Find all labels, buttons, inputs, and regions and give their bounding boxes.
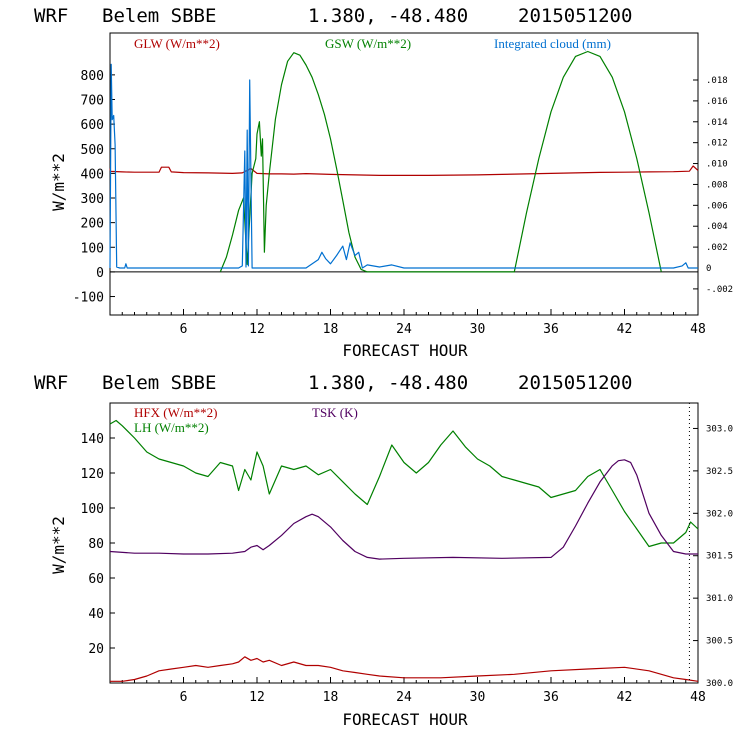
panel-1-y2-tick-label: .018 [706, 76, 728, 86]
panel-1-y2-tick-label: -.002 [706, 285, 733, 295]
panel-2-title-date: 2015051200 [518, 372, 632, 394]
panel-2-series-tsk-line [109, 459, 698, 560]
panel-2-y-tick-label: 20 [88, 642, 104, 657]
panel-2-x-tick-label: 12 [249, 690, 265, 705]
panel-1-x-tick-label: 24 [396, 322, 412, 337]
panel-2-series-hfx-line [110, 656, 699, 682]
panel-2-frame [109, 402, 699, 684]
panel-1-y-tick-label: 500 [81, 143, 104, 158]
panel-1-y-tick-label: 700 [81, 93, 104, 108]
panel-1-x-tick-label: 18 [323, 322, 339, 337]
panel-1-y2-tick-label: .002 [706, 243, 728, 253]
panel-2-y2-tick-label: 303.0 [706, 424, 733, 434]
panel-2-y-tick-label: 60 [88, 572, 104, 587]
panel-1-y-tick-label: 0 [96, 266, 104, 281]
panel-2-x-axis-ticks: 6 12 18 24 30 36 42 48 [121, 677, 706, 705]
panel-1-legend-glw: GLW (W/m**2) [134, 36, 220, 51]
panel-2-title-model: WRF [34, 372, 68, 394]
panel-1-x-tick-label: 30 [470, 322, 486, 337]
panel-2-y2-tick-label: 302.0 [706, 509, 733, 519]
panel-1-plot-area [109, 32, 699, 316]
panel-2-title-station: Belem SBBE [102, 372, 216, 394]
panel-1-x-tick-label: 36 [543, 322, 559, 337]
panel-1-x-tick-label: 6 [180, 322, 188, 337]
panel-1: WRF Belem SBBE 1.380, -48.480 2015051200… [34, 5, 733, 360]
panel-1-y2-tick-label: .016 [706, 97, 728, 107]
panel-1-series-gsw-line [219, 50, 662, 273]
panel-1-y-axis-ticks: -100 0 100 200 300 400 500 600 700 800 [73, 69, 115, 306]
panel-1-y-axis-label: W/m**2 [49, 153, 68, 211]
panel-2-y-axis-label: W/m**2 [49, 516, 68, 574]
panel-2-x-tick-label: 48 [690, 690, 706, 705]
panel-1-y2-axis-ticks: -.002 0 .002 .004 .006 .008 .010 .012 .014 .016 .0… [693, 76, 733, 295]
panel-1-legend-gsw: GSW (W/m**2) [325, 36, 411, 51]
panel-1-frame [109, 32, 699, 316]
panel-2-title-coords: 1.380, -48.480 [308, 372, 468, 394]
panel-2-legend-hfx: HFX (W/m**2) [134, 405, 217, 420]
panel-2-y2-tick-label: 300.0 [706, 679, 733, 689]
panel-2-x-tick-label: 36 [543, 690, 559, 705]
panel-1-y2-tick-label: .012 [706, 139, 728, 149]
panel-2-y-tick-label: 100 [81, 502, 104, 517]
panel-1-y-tick-label: 400 [81, 167, 104, 182]
panel-2-series-lh-line [109, 419, 699, 548]
panel-2-y2-tick-label: 301.5 [706, 552, 733, 562]
panel-1-x-axis-label: FORECAST HOUR [342, 341, 468, 360]
panel-1-y2-tick-label: .014 [706, 118, 728, 128]
panel-2-x-tick-label: 42 [617, 690, 633, 705]
panel-2-y-tick-label: 120 [81, 467, 104, 482]
panel-1-y-tick-label: 100 [81, 241, 104, 256]
panel-2-y-axis-ticks: 20 40 60 80 100 120 140 [81, 432, 115, 657]
panel-1-y2-tick-label: 0 [706, 264, 711, 274]
panel-1-y-tick-label: 300 [81, 192, 104, 207]
panel-1-y-tick-label: -100 [73, 291, 104, 306]
panel-2-x-tick-label: 24 [396, 690, 412, 705]
panel-1-title-date: 2015051200 [518, 5, 632, 27]
panel-1-x-tick-label: 48 [690, 322, 706, 337]
panel-2-y-tick-label: 140 [81, 432, 104, 447]
panel-1-y-tick-label: 600 [81, 118, 104, 133]
panel-1-title-model: WRF [34, 5, 68, 27]
panel-2-y2-tick-label: 300.5 [706, 637, 733, 647]
panel-2-x-tick-label: 18 [323, 690, 339, 705]
panel-1-y-tick-label: 800 [81, 69, 104, 84]
panel-1-y-tick-label: 200 [81, 217, 104, 232]
panel-1-series-integrated-line [109, 63, 698, 269]
panel-2-legend-tsk: TSK (K) [312, 405, 358, 420]
panel-1-y2-tick-label: .010 [706, 160, 728, 170]
panel-1-y2-tick-label: .006 [706, 201, 728, 211]
panel-1-title-coords: 1.380, -48.480 [308, 5, 468, 27]
panel-2-y-tick-label: 80 [88, 537, 104, 552]
panel-1-x-tick-label: 42 [617, 322, 633, 337]
panel-1-x-tick-label: 12 [249, 322, 265, 337]
panel-1-legend-cloud: Integrated cloud (mm) [494, 36, 611, 51]
panel-2-y2-axis-ticks: 300.0 300.5 301.0 301.5 302.0 302.5 303.0 [693, 424, 733, 689]
panel-2-y-tick-label: 40 [88, 607, 104, 622]
panel-2-x-tick-label: 30 [470, 690, 486, 705]
panel-2-x-axis-label: FORECAST HOUR [342, 710, 468, 729]
panel-1-y2-tick-label: .008 [706, 180, 728, 190]
panel-2-y2-tick-label: 301.0 [706, 594, 733, 604]
panel-1-series-glw-line [109, 165, 699, 176]
panel-2-x-tick-label: 6 [180, 690, 188, 705]
panel-2-legend-lh: LH (W/m**2) [134, 420, 209, 435]
panel-1-y2-tick-label: .004 [706, 222, 728, 232]
panel-2-plot-area [109, 402, 699, 684]
panel-1-x-axis-ticks: 6 12 18 24 30 36 42 48 [121, 309, 706, 337]
panel-2: WRF Belem SBBE 1.380, -48.480 2015051200… [34, 372, 733, 729]
panel-1-title-station: Belem SBBE [102, 5, 216, 27]
panel-2-y2-tick-label: 302.5 [706, 467, 733, 477]
